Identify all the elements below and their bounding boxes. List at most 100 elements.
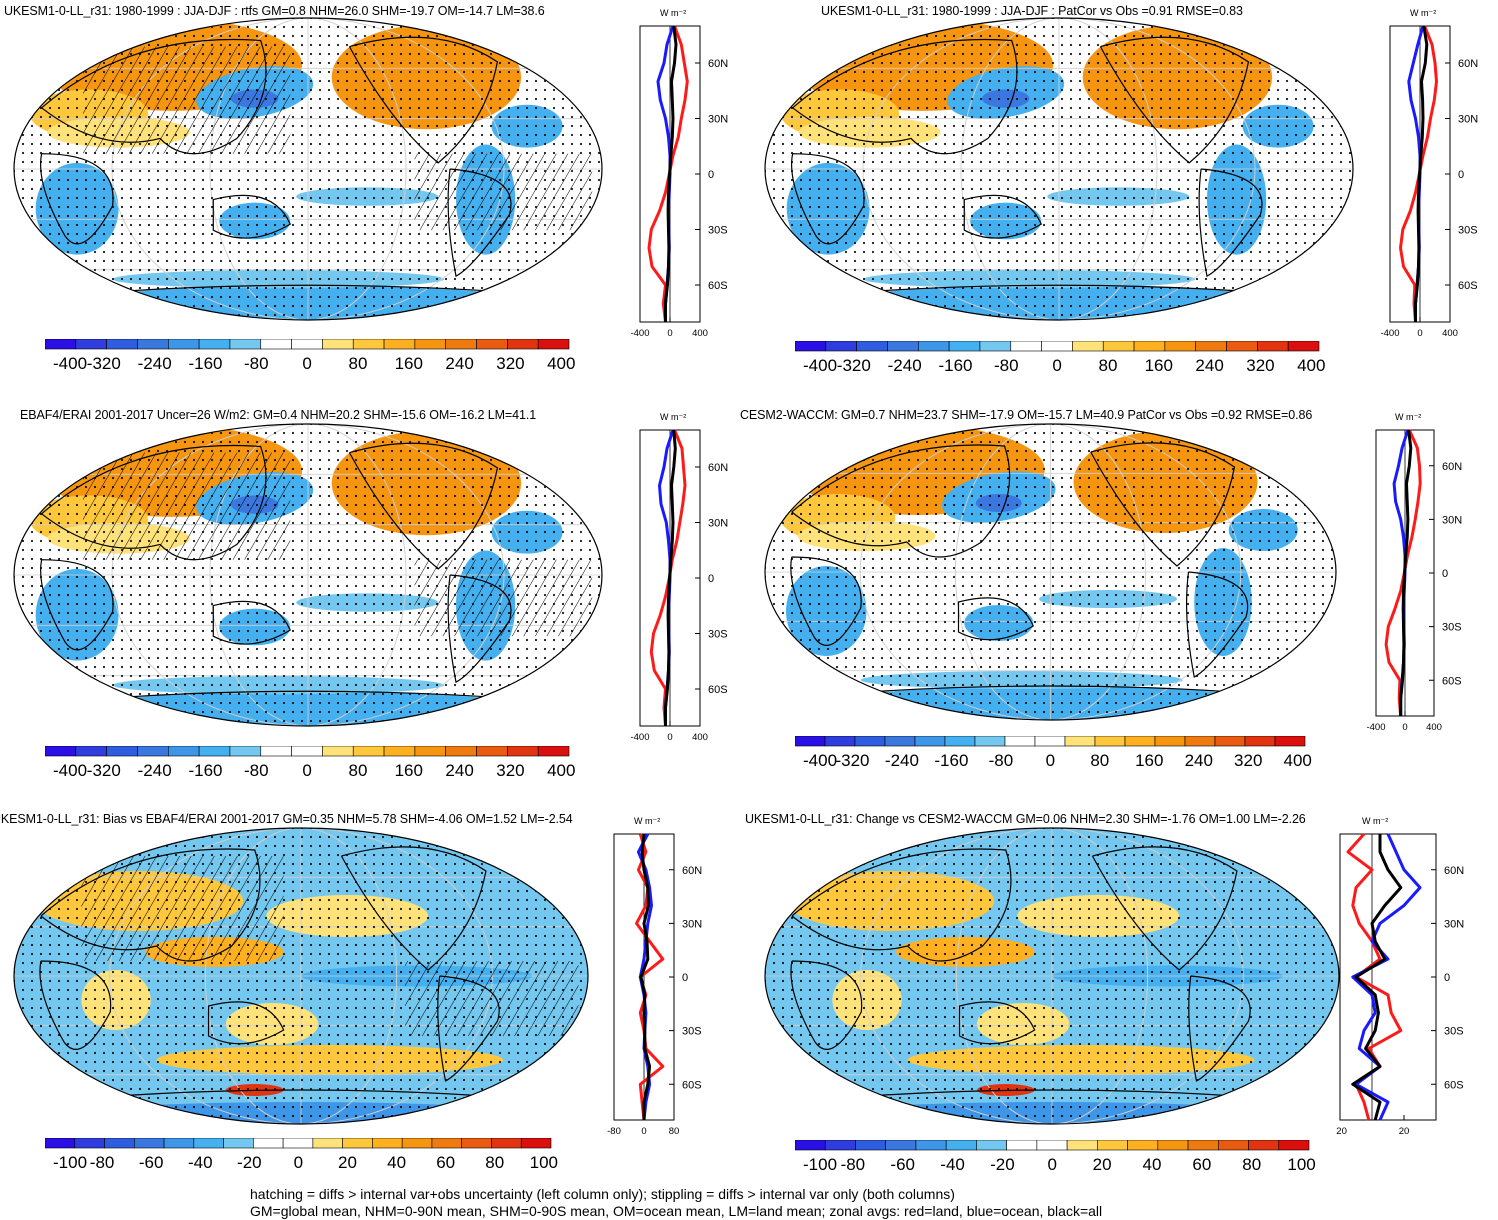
colorbar-swatch: [1097, 1140, 1127, 1150]
caption-line-1: hatching = diffs > internal var+obs unce…: [250, 1186, 1102, 1203]
colorbar-label: 0: [1048, 1155, 1057, 1174]
colorbar-swatch: [1218, 1140, 1248, 1150]
colorbar-label: 80: [1099, 356, 1118, 375]
all-zonal-line: [1401, 430, 1411, 716]
colorbar-label: -80: [841, 1155, 866, 1174]
x-tick-label: 20: [1399, 1126, 1410, 1137]
colorbar-label: -240: [885, 751, 919, 770]
lat-tick-label: 60N: [1444, 865, 1464, 877]
colorbar-swatch: [1158, 1140, 1188, 1150]
colorbar-swatch: [1067, 1140, 1097, 1150]
colorbar-swatch: [137, 746, 168, 756]
colorbar-swatch: [1215, 736, 1245, 746]
x-tick-label: 400: [692, 328, 708, 339]
colorbar-swatch: [446, 339, 477, 349]
colorbar-swatch: [1288, 341, 1319, 351]
colorbar-label: 0: [1052, 356, 1061, 375]
colorbar-swatch: [402, 1138, 432, 1148]
x-tick-label: -400: [1380, 328, 1399, 339]
colorbar-swatch: [45, 339, 76, 349]
colorbar-label: -40: [188, 1153, 213, 1172]
colorbar-swatch: [107, 339, 138, 349]
lat-tick-label: 30S: [682, 1026, 702, 1038]
colorbar-swatch: [1011, 341, 1042, 351]
colorbar-label: 100: [530, 1153, 558, 1172]
x-tick-label: -400: [630, 732, 649, 743]
colorbar-label: -80: [989, 751, 1014, 770]
colorbar-swatch: [857, 341, 888, 351]
units-label: W m⁻²: [1362, 816, 1388, 826]
colorbar-swatch: [887, 341, 918, 351]
x-tick-label: -400: [1366, 722, 1385, 733]
colorbar-swatch: [1188, 1140, 1218, 1150]
lat-tick-label: 0: [1442, 568, 1448, 580]
colorbar-label: -240: [138, 761, 172, 780]
colorbar-swatch: [168, 746, 199, 756]
world-map: [12, 16, 604, 322]
colorbar-swatch: [1037, 1140, 1067, 1150]
colorbar-swatch: [107, 746, 138, 756]
colorbar-swatch: [538, 339, 569, 349]
units-label: W m⁻²: [634, 816, 660, 826]
panel-title: EBAF4/ERAI 2001-2017 Uncer=26 W/m2: GM=0…: [20, 408, 536, 422]
colorbar-swatch: [795, 341, 826, 351]
colorbar-swatch: [415, 339, 446, 349]
lat-tick-label: 60S: [708, 684, 728, 696]
colorbar-label: 0: [302, 354, 311, 373]
colorbar-swatch: [538, 746, 569, 756]
colorbar-label: 400: [1297, 356, 1325, 375]
colorbar-label: 400: [547, 354, 575, 373]
lat-tick-label: 60S: [682, 1079, 702, 1091]
colorbar-swatch: [415, 746, 446, 756]
colorbar-swatch: [1227, 341, 1258, 351]
world-map: [12, 826, 590, 1126]
x-tick-label: 0: [1402, 722, 1407, 733]
colorbar-label: -320: [837, 356, 871, 375]
colorbar-swatch: [224, 1138, 254, 1148]
lat-tick-label: 60N: [1458, 58, 1478, 70]
colorbar-swatch: [885, 736, 915, 746]
lat-tick-label: 30S: [1444, 1026, 1464, 1038]
map-svg: [763, 16, 1355, 322]
colorbar-swatch: [949, 341, 980, 351]
colorbar-swatch: [199, 746, 230, 756]
colorbar-label: 60: [436, 1153, 455, 1172]
colorbar-swatch: [946, 1140, 976, 1150]
colorbar-swatch: [372, 1138, 402, 1148]
colorbar-label: 160: [1135, 751, 1163, 770]
colorbar-swatch: [918, 341, 949, 351]
colorbar-swatch: [462, 1138, 492, 1148]
all-zonal-line: [1353, 834, 1401, 1120]
colorbar-swatch: [199, 339, 230, 349]
colorbar-swatch: [1128, 1140, 1158, 1150]
colorbar-swatch: [825, 736, 855, 746]
all-zonal-line: [666, 26, 677, 322]
colorbar-label: -400: [803, 356, 837, 375]
colorbar-swatch: [45, 746, 76, 756]
colorbar-label: -20: [237, 1153, 262, 1172]
colorbar-label: -80: [244, 761, 269, 780]
lat-tick-label: 60S: [708, 280, 728, 292]
colorbar-label: 80: [1090, 751, 1109, 770]
colorbar-label: 320: [496, 761, 524, 780]
colorbar-label: -240: [888, 356, 922, 375]
colorbar-swatch: [976, 1140, 1006, 1150]
colorbar-label: -320: [87, 761, 121, 780]
x-tick-label: 80: [669, 1126, 680, 1137]
colorbar-label: -400: [53, 761, 87, 780]
map-svg: [12, 826, 590, 1126]
colorbar-label: 320: [496, 354, 524, 373]
lat-tick-label: 60S: [1444, 1079, 1464, 1091]
stippling: [765, 18, 1353, 320]
colorbar-label: 160: [1145, 356, 1173, 375]
colorbar-label: 240: [1185, 751, 1213, 770]
colorbar-label: -320: [835, 751, 869, 770]
world-map: [763, 826, 1341, 1126]
